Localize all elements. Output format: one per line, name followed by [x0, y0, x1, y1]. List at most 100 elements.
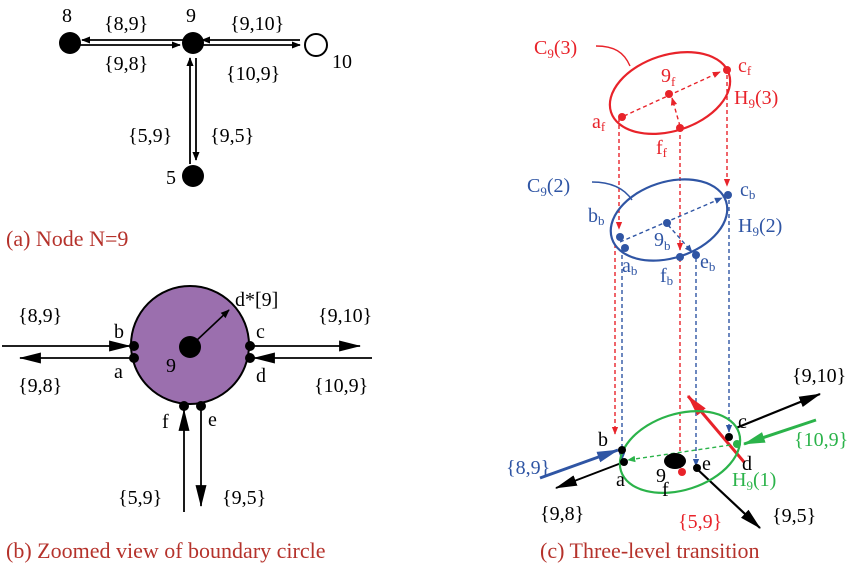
top-f-label: ff — [656, 137, 668, 160]
edge-9-8-arrow-c — [554, 461, 625, 489]
bottom-point-e — [693, 464, 701, 472]
edge-10-9-label-c: {10,9} — [794, 429, 848, 451]
bottom-a-label: a — [616, 469, 625, 491]
edge-9-5-label: {9,5} — [210, 125, 254, 147]
edge-9-8-label-c: {9,8} — [540, 503, 584, 525]
edge-5-9-label-c: {5,9} — [678, 511, 722, 533]
point-e-label: e — [208, 409, 217, 431]
point-f — [179, 401, 189, 411]
edge-10-9-arrow-c — [742, 418, 817, 446]
edge-8-9-label-c: {8,9} — [506, 457, 550, 479]
top-point-a — [618, 113, 626, 121]
panel-c: C9(3) 9f af ff cf H9(3) C9(2) bb 9b ab f… — [506, 37, 848, 563]
center-label: 9 — [166, 355, 176, 377]
mid-b-label: bb — [588, 205, 605, 228]
edge-9-8-label-b: {9,8} — [18, 375, 62, 397]
bottom-c-label: c — [738, 411, 747, 433]
top-center-dot — [665, 90, 673, 98]
caption-a: (a) Node N=9 — [6, 226, 128, 251]
top-center-label: 9f — [661, 65, 676, 89]
mid-f-label: fb — [660, 265, 673, 288]
mid-c-label: cb — [740, 179, 755, 202]
hull-bottom-label: H9(1) — [732, 469, 776, 493]
mid-a-label: ab — [622, 255, 637, 278]
mid-center-e-arrow — [667, 224, 693, 253]
edge-5-9-label-b: {5,9} — [118, 487, 162, 509]
point-c-label: c — [256, 321, 265, 343]
point-b — [129, 341, 139, 351]
bottom-e-label: e — [702, 453, 711, 475]
edge-9-5-label-b: {9,5} — [222, 487, 266, 509]
edge-9-5-arrow-c — [695, 467, 761, 529]
hull-bottom-ellipse — [618, 409, 742, 495]
edge-8-9-label: {8,9} — [104, 13, 148, 35]
edge-9-10-label-b: {9,10} — [318, 305, 372, 327]
hull-top-label: H9(3) — [734, 87, 778, 111]
top-f-center-arrow — [670, 97, 681, 127]
bottom-b-label: b — [598, 429, 608, 451]
bottom-point-b — [618, 446, 626, 454]
hull-mid-label: H9(2) — [738, 215, 782, 239]
point-b-label: b — [114, 321, 124, 343]
mid-point-c — [724, 191, 732, 199]
node-9 — [182, 32, 204, 54]
top-point-c — [723, 66, 731, 74]
radius-arrow — [195, 309, 230, 342]
mid-point-e — [692, 251, 700, 259]
edge-5-9-arrow-c — [686, 395, 746, 463]
bottom-point-f — [678, 468, 686, 476]
cycle-mid-leader — [591, 181, 633, 201]
mid-point-f — [676, 253, 684, 261]
mid-dashed-arrow — [619, 197, 723, 243]
top-c-label: cf — [738, 55, 752, 78]
edge-9-10-label-c: {9,10} — [792, 365, 846, 387]
bottom-point-c — [725, 433, 733, 441]
mid-center-dot — [663, 219, 671, 227]
edge-9-8-label: {9,8} — [104, 53, 148, 75]
edge-8-9-label-b: {8,9} — [18, 305, 62, 327]
node-9-label: 9 — [186, 5, 196, 27]
mid-point-b — [616, 233, 624, 241]
center-node-9 — [179, 336, 201, 358]
edge-10-9-label-b: {10,9} — [314, 375, 368, 397]
point-e — [196, 401, 206, 411]
node-5-label: 5 — [166, 167, 176, 189]
caption-b: (b) Zoomed view of boundary circle — [6, 538, 326, 563]
bottom-center-node — [664, 453, 686, 469]
mid-center-label: 9b — [654, 229, 671, 253]
bottom-point-a — [620, 458, 628, 466]
node-8 — [59, 32, 81, 54]
edge-10-9-label: {10,9} — [226, 63, 280, 85]
point-d — [245, 353, 255, 363]
cycle-mid-label: C9(2) — [527, 175, 570, 199]
edge-5-9-label: {5,9} — [128, 125, 172, 147]
edge-8-9-arrow-c — [539, 448, 620, 480]
point-a-label: a — [114, 361, 123, 383]
edge-9-10-arrow-c — [735, 392, 822, 430]
node-10 — [304, 33, 328, 57]
mid-e-label: eb — [700, 251, 715, 274]
node-5 — [182, 165, 204, 187]
node-10-label: 10 — [332, 51, 352, 73]
edge-9-5-label-c: {9,5} — [772, 505, 816, 527]
cycle-top-label: C9(3) — [534, 37, 577, 61]
point-f-label: f — [162, 411, 169, 433]
edge-9-10-label: {9,10} — [230, 13, 284, 35]
bottom-dashed-arrow — [627, 443, 738, 463]
point-a — [129, 353, 139, 363]
caption-c: (c) Three-level transition — [540, 538, 760, 563]
top-a-label: af — [592, 111, 606, 134]
panel-b: 9 d*[9] b a c d f e {8,9} {9,8} {9,10} {… — [2, 285, 372, 563]
node-8-label: 8 — [62, 5, 72, 27]
mid-point-a — [621, 244, 629, 252]
radius-label: d*[9] — [235, 289, 278, 311]
point-d-label: d — [256, 365, 266, 387]
cycle-top-leader — [595, 45, 631, 67]
top-point-f — [676, 124, 684, 132]
bottom-center-label: 9 — [656, 465, 666, 487]
panel-a: 8 9 10 5 {8,9} {9,8} {9,10} {10,9} {5,9}… — [6, 5, 352, 251]
bottom-d-label: d — [742, 453, 752, 475]
bottom-f-label: f — [662, 479, 669, 501]
